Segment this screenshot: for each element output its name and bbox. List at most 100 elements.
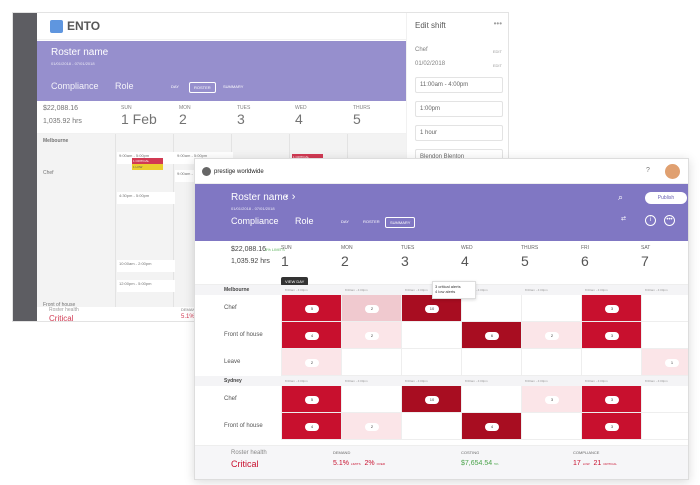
time-slot-label: 8:00am - 4:00pm bbox=[285, 288, 308, 292]
roster-title[interactable]: Roster name bbox=[231, 192, 289, 203]
shift-card[interactable]: 4:30pm - 5:00pm bbox=[117, 192, 175, 204]
help-icon[interactable]: ? bbox=[646, 167, 650, 174]
filter-icon[interactable]: ⇄ bbox=[620, 216, 627, 222]
day-column-header[interactable]: FRI 6 bbox=[581, 245, 589, 269]
role-dropdown[interactable]: Role bbox=[115, 81, 134, 91]
day-column-header[interactable]: SAT 7 bbox=[641, 245, 650, 269]
end-time-field[interactable]: 1:00pm bbox=[415, 101, 503, 117]
roster-cell[interactable] bbox=[521, 413, 581, 440]
roster-cell[interactable]: 3 bbox=[581, 386, 641, 413]
view-summary-tab[interactable]: SUMMARY bbox=[385, 217, 416, 228]
role-label: Leave bbox=[224, 359, 241, 365]
days-header: $22,088.16 5% LIMITS 1,035.92 hrs VIEW D… bbox=[195, 241, 688, 286]
day-label: TUES bbox=[237, 105, 251, 111]
roster-date-range: 01/01/2018 - 07/01/2018 bbox=[231, 206, 275, 211]
day-column-header[interactable]: THURS 5 bbox=[521, 245, 538, 269]
compliance-dropdown[interactable]: Compliance bbox=[51, 81, 99, 91]
roster-cell[interactable]: 1 bbox=[641, 349, 688, 376]
shift-time: 12:00pm - 5:00pm bbox=[119, 281, 152, 286]
location-label: Melbourne bbox=[43, 138, 69, 144]
roster-cell[interactable]: 5 bbox=[281, 295, 341, 322]
view-day-tab[interactable]: DAY bbox=[171, 84, 179, 89]
publish-button[interactable]: Publish bbox=[645, 192, 687, 204]
shift-card[interactable]: 10:00am - 2:00pm bbox=[117, 260, 175, 272]
roster-cell[interactable]: 3 bbox=[581, 295, 641, 322]
edit-role-link[interactable]: EDIT bbox=[492, 49, 502, 54]
roster-cell[interactable] bbox=[521, 349, 581, 376]
edit-date-link[interactable]: EDIT bbox=[492, 63, 502, 68]
view-summary-tab[interactable]: SUMMARY bbox=[223, 84, 244, 89]
alert-count-badge: 10 bbox=[425, 304, 439, 313]
roster-cell[interactable] bbox=[461, 295, 521, 322]
day-number[interactable]: 3 bbox=[237, 111, 245, 127]
roster-cell[interactable]: 6 bbox=[461, 322, 521, 349]
roster-cell[interactable]: 4 bbox=[461, 413, 521, 440]
shift-time: 9:00am - 5:00pm bbox=[119, 153, 150, 158]
day-number[interactable]: 2 bbox=[179, 111, 187, 127]
roster-cell[interactable]: 3 bbox=[581, 413, 641, 440]
roster-cell[interactable]: 2 bbox=[281, 349, 341, 376]
roster-cell[interactable] bbox=[641, 413, 688, 440]
roster-cell[interactable]: 3 bbox=[521, 386, 581, 413]
demand-label: DEMAND bbox=[181, 307, 199, 312]
roster-cell[interactable]: 10 bbox=[401, 295, 461, 322]
day-column-header[interactable]: TUES 3 bbox=[401, 245, 414, 269]
search-icon[interactable]: ⌕ bbox=[618, 192, 624, 202]
view-roster-tab[interactable]: ROSTER bbox=[363, 219, 380, 224]
avatar[interactable] bbox=[665, 164, 680, 179]
roster-cell[interactable]: 5 bbox=[281, 386, 341, 413]
view-roster-tab[interactable]: ROSTER bbox=[189, 82, 216, 93]
day-number[interactable]: 1 Feb bbox=[121, 111, 157, 127]
time-slot-label: 8:00am - 4:00pm bbox=[345, 288, 368, 292]
nav-arrows-icon[interactable]: ‹ › bbox=[285, 191, 296, 203]
roster-cell[interactable]: 2 bbox=[341, 295, 401, 322]
roster-cell[interactable] bbox=[641, 322, 688, 349]
roster-cell[interactable] bbox=[641, 295, 688, 322]
roster-cell[interactable] bbox=[461, 386, 521, 413]
cost-total: $22,088.16 bbox=[231, 246, 267, 253]
roster-cell[interactable]: 10 bbox=[401, 386, 461, 413]
role-dropdown[interactable]: Role bbox=[295, 216, 314, 226]
day-number[interactable]: 5 bbox=[353, 111, 361, 127]
roster-health-label: Roster health bbox=[231, 450, 267, 456]
roster-cell[interactable]: 2 bbox=[341, 413, 401, 440]
roster-cell[interactable] bbox=[401, 413, 461, 440]
break-field[interactable]: 1 hour bbox=[415, 125, 503, 141]
roster-cell[interactable] bbox=[341, 349, 401, 376]
roster-cell[interactable] bbox=[461, 349, 521, 376]
compliance-value: 17 LOW 21 CRITICAL bbox=[573, 460, 617, 467]
roster-cell[interactable]: 3 bbox=[581, 322, 641, 349]
shift-card[interactable]: 12:00pm - 5:00pm bbox=[117, 280, 175, 292]
day-column-header[interactable]: SUN 1 bbox=[281, 245, 292, 269]
time-slot-label: 8:00am - 4:00pm bbox=[465, 379, 488, 383]
roster-title[interactable]: Roster name bbox=[51, 47, 109, 58]
day-number[interactable]: 4 bbox=[295, 111, 303, 127]
roster-cell[interactable] bbox=[521, 295, 581, 322]
costing-value: $7,654.54 5% bbox=[461, 460, 498, 467]
day-number: 6 bbox=[581, 253, 589, 269]
more-options-icon[interactable]: ••• bbox=[493, 19, 502, 28]
more-icon[interactable]: ••• bbox=[664, 215, 675, 226]
roster-health-label: Roster health bbox=[49, 307, 79, 313]
roster-cell[interactable] bbox=[401, 349, 461, 376]
shift-time: 10:00am - 2:00pm bbox=[119, 261, 152, 266]
roster-cell[interactable] bbox=[401, 322, 461, 349]
roster-cell[interactable]: 2 bbox=[341, 322, 401, 349]
day-label: THURS bbox=[353, 105, 371, 111]
roster-cell[interactable]: 4 bbox=[281, 322, 341, 349]
day-column-header[interactable]: WED 4 bbox=[461, 245, 473, 269]
role-label: Chef bbox=[224, 305, 237, 311]
alert-count-badge: 3 bbox=[605, 395, 619, 404]
view-day-tab[interactable]: DAY bbox=[341, 219, 349, 224]
info-icon[interactable]: i bbox=[645, 215, 656, 226]
compliance-dropdown[interactable]: Compliance bbox=[231, 216, 279, 226]
day-column-header[interactable]: MON 2 bbox=[341, 245, 353, 269]
roster-cell[interactable]: 2 bbox=[521, 322, 581, 349]
roster-cell[interactable] bbox=[581, 349, 641, 376]
time-range-field[interactable]: 11:00am - 4:00pm bbox=[415, 77, 503, 93]
roster-cell[interactable]: 4 bbox=[281, 413, 341, 440]
roster-cell[interactable] bbox=[641, 386, 688, 413]
alert-count-badge: 6 bbox=[485, 331, 499, 340]
roster-cell[interactable] bbox=[341, 386, 401, 413]
view-day-button[interactable]: VIEW DAY bbox=[281, 277, 309, 286]
